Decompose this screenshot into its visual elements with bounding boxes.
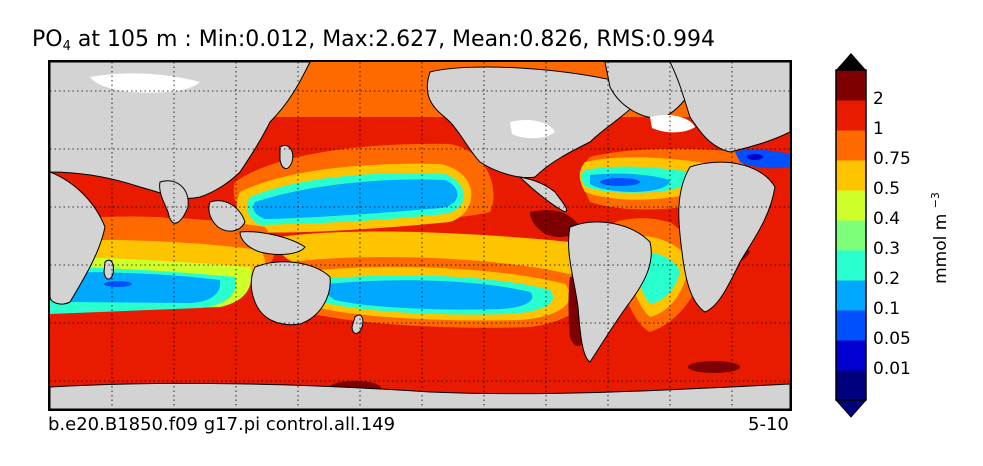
colorbar-tick-label: 0.5 <box>873 179 901 199</box>
case-name-label: b.e20.B1850.f09 g17.pi control.all.149 <box>48 414 396 435</box>
title-subscript: 4 <box>62 39 71 54</box>
colorbar-tick-label: 0.01 <box>873 359 911 379</box>
title-variable: PO <box>32 27 63 52</box>
colorbar-segment <box>836 340 866 371</box>
years-label: 5-10 <box>748 414 789 435</box>
colorbar-min-arrow <box>835 399 867 418</box>
colorbar-segment <box>836 190 866 221</box>
colorbar-tick-label: 1 <box>873 119 884 139</box>
unit-text: mmol m <box>930 213 951 284</box>
title-stats: at 105 m : Min:0.012, Max:2.627, Mean:0.… <box>70 27 716 52</box>
colorbar-tick-label: 0.2 <box>873 269 901 289</box>
plot-title: PO4 at 105 m : Min:0.012, Max:2.627, Mea… <box>32 27 715 54</box>
colorbar-segment <box>836 130 866 161</box>
colorbar-segment <box>836 70 866 101</box>
colorbar <box>835 53 867 418</box>
colorbar-segment <box>836 220 866 251</box>
colorbar-tick-label: 0.1 <box>873 299 901 319</box>
colorbar-segments <box>836 70 866 401</box>
colorbar-segment <box>836 100 866 131</box>
colorbar-unit-label: mmol m −3 <box>929 192 951 284</box>
map-panel <box>48 60 792 411</box>
colorbar-tick-label: 0.4 <box>873 209 901 229</box>
colorbar-segment <box>836 160 866 191</box>
colorbar-segment <box>836 280 866 311</box>
colorbar-max-arrow <box>836 53 866 70</box>
colorbar-segment <box>836 250 866 281</box>
ocean-po4-map <box>50 62 790 409</box>
colorbar-segment <box>836 370 866 401</box>
colorbar-tick-label: 2 <box>873 89 884 109</box>
unit-exponent: −3 <box>929 192 943 209</box>
colorbar-segment <box>836 310 866 341</box>
colorbar-outline <box>835 69 867 401</box>
colorbar-tick-label: 0.05 <box>873 329 911 349</box>
colorbar-tick-label: 0.3 <box>873 239 901 259</box>
colorbar-tick-label: 0.75 <box>873 149 911 169</box>
